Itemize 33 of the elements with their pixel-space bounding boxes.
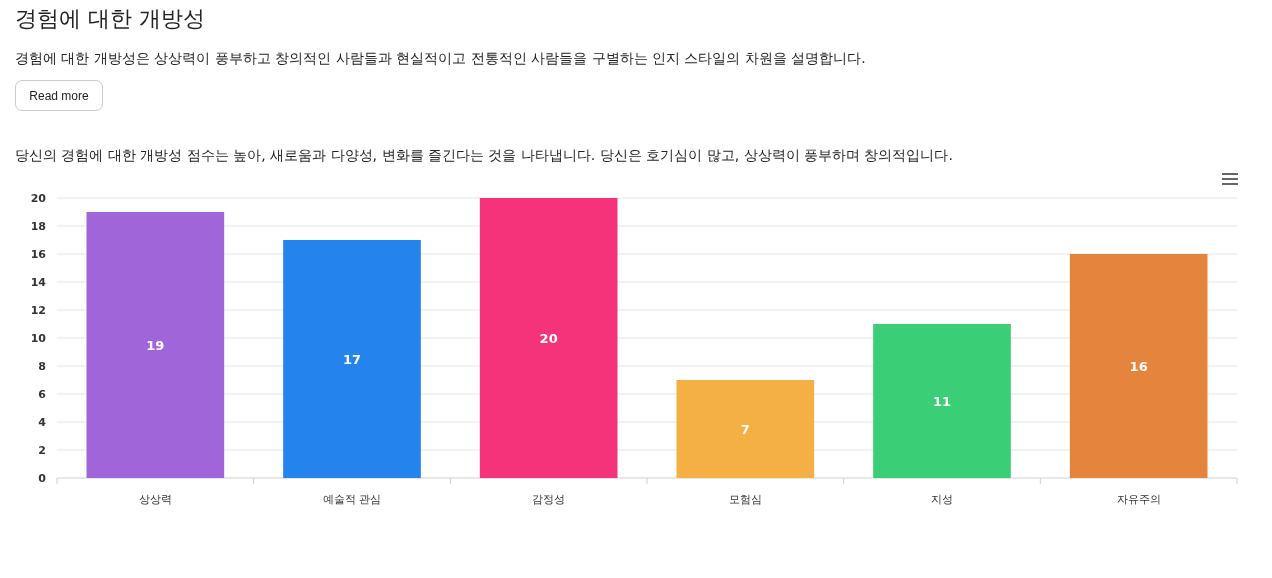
y-tick-label: 18 [30, 220, 46, 233]
bar [873, 324, 1011, 478]
x-tick-label: 감정성 [532, 493, 566, 506]
y-tick-label: 8 [38, 360, 46, 373]
x-tick-label: 자유주의 [1116, 493, 1161, 506]
data-label: 17 [342, 352, 362, 367]
data-label: 20 [539, 331, 558, 346]
bar [86, 212, 225, 478]
y-tick-label: 2 [38, 444, 46, 457]
text: 당신의 경험에 대한 개방성 점수는 높아, 새로움과 다양성, 변화를 즐긴다는 것을 나타냅니다. 당신은 호기심이 많고, 상상력이 풍부하며 창의적입니다. [15, 147, 953, 165]
y-tick-label: 14 [30, 276, 47, 289]
data-label: 16 [1129, 359, 1148, 374]
y-tick-label: 0 [38, 472, 47, 485]
y-tick-label: 4 [38, 416, 47, 429]
y-tick-label: 16 [30, 248, 47, 261]
y-tick-label: 6 [38, 388, 47, 401]
chart-subtitle: 경험에 대한 개방성은 상상력이 풍부하고 창의적인 사람들과 현실적이고 전통적인 사람들을 구별하는 인지 스타일의 차원을 설명합니다. [15, 50, 866, 68]
x-tick-label: 모험심 [728, 493, 762, 506]
bar [479, 198, 618, 478]
text: Read more [15, 80, 103, 111]
data-label: 7 [740, 422, 750, 437]
y-tick-label: 20 [30, 192, 47, 205]
y-tick-label: 12 [30, 304, 46, 317]
x-tick-label: 예술적 관심 [322, 493, 382, 506]
y-tick-label: 10 [30, 332, 47, 345]
data-label: 11 [932, 394, 952, 409]
chart-title: 경험에 대한 개방성 [15, 5, 205, 33]
bar [1069, 254, 1208, 478]
x-tick-label: 상상력 [138, 493, 172, 506]
bar [676, 380, 815, 478]
x-tick-label: 지성 [931, 493, 953, 506]
bar [283, 240, 421, 478]
data-label: 19 [146, 338, 165, 353]
